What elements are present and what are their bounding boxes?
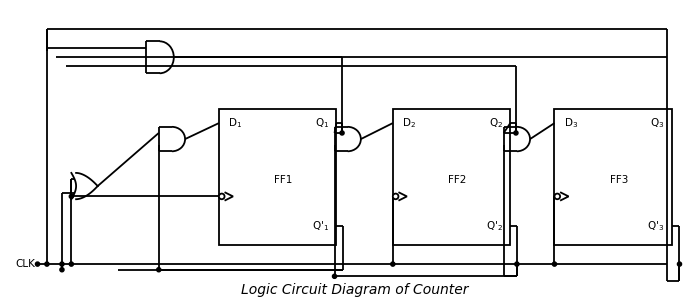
Circle shape [60, 268, 64, 272]
Circle shape [552, 262, 557, 266]
Text: Q'$_3$: Q'$_3$ [648, 220, 664, 233]
Circle shape [69, 262, 73, 266]
Circle shape [60, 262, 64, 266]
Circle shape [391, 262, 395, 266]
Circle shape [514, 262, 519, 266]
Text: FF2: FF2 [448, 175, 467, 185]
Circle shape [219, 194, 225, 199]
Text: D$_2$: D$_2$ [402, 116, 416, 130]
Circle shape [36, 262, 40, 266]
Circle shape [554, 194, 560, 199]
Circle shape [45, 262, 49, 266]
Circle shape [332, 274, 337, 278]
Text: Q'$_2$: Q'$_2$ [486, 220, 503, 233]
Text: CLK: CLK [16, 259, 36, 269]
Text: Q'$_1$: Q'$_1$ [312, 220, 329, 233]
Text: Q$_3$: Q$_3$ [650, 116, 664, 130]
Text: FF1: FF1 [274, 175, 293, 185]
Circle shape [69, 194, 73, 199]
Bar [219, 109, 337, 245]
Circle shape [393, 194, 398, 199]
Bar [554, 109, 672, 245]
Text: Logic Circuit Diagram of Counter: Logic Circuit Diagram of Counter [241, 283, 469, 297]
Text: D$_1$: D$_1$ [228, 116, 242, 130]
Text: FF3: FF3 [610, 175, 629, 185]
Circle shape [340, 131, 344, 135]
Text: Q$_2$: Q$_2$ [489, 116, 503, 130]
Circle shape [678, 262, 682, 266]
Text: D$_3$: D$_3$ [564, 116, 578, 130]
Circle shape [157, 268, 161, 272]
Circle shape [514, 131, 518, 135]
Text: Q$_1$: Q$_1$ [314, 116, 329, 130]
Bar [393, 109, 510, 245]
